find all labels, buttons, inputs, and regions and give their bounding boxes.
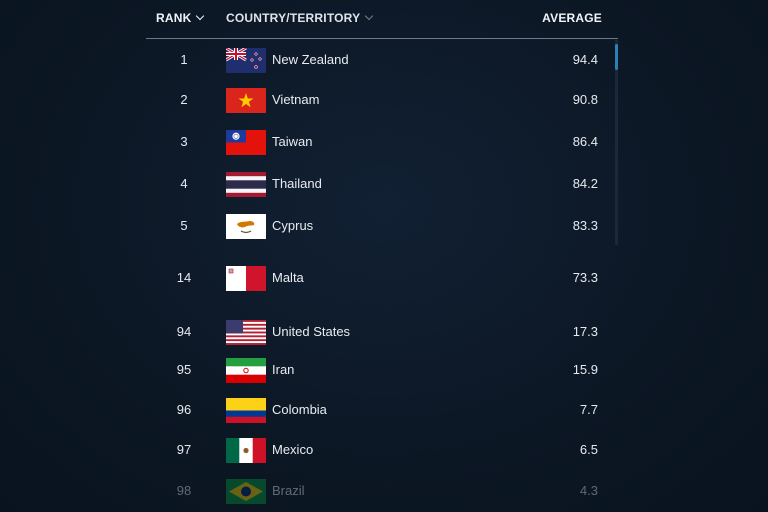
rank-cell: 94 [176, 324, 192, 339]
chevron-down-icon [196, 11, 205, 21]
mexico-flag-icon [226, 438, 266, 463]
country-name: Vietnam [272, 92, 320, 107]
ranking-table: RANK COUNTRY/TERRITORY AVERAGE 1 [146, 0, 618, 512]
average-sort-button[interactable]: AVERAGE [542, 11, 602, 25]
average-cell: 83.3 [572, 218, 598, 233]
average-cell: 6.5 [579, 442, 598, 457]
average-cell: 15.9 [572, 362, 598, 377]
table-row[interactable]: 3 Taiwan 86.4 [146, 128, 618, 158]
table-header: RANK COUNTRY/TERRITORY AVERAGE [146, 0, 618, 39]
country-header-label: COUNTRY/TERRITORY [226, 11, 361, 25]
country-name: Malta [272, 270, 304, 285]
country-name: Cyprus [272, 218, 314, 233]
average-cell: 86.4 [572, 134, 598, 149]
average-cell: 4.3 [579, 483, 598, 498]
rank-cell: 5 [180, 218, 188, 233]
table-row[interactable]: 98 Brazil 4.3 [146, 477, 618, 507]
average-cell: 90.8 [572, 92, 598, 107]
rank-cell: 2 [180, 92, 188, 107]
rank-cell: 4 [180, 176, 188, 191]
country-name: United States [272, 324, 351, 339]
vietnam-flag-icon [226, 88, 266, 113]
country-name: Taiwan [272, 134, 313, 149]
rank-cell: 14 [176, 270, 192, 285]
country-name: Iran [272, 362, 295, 377]
average-cell: 7.7 [579, 402, 598, 417]
country-sort-button[interactable]: COUNTRY/TERRITORY [226, 11, 374, 25]
brazil-flag-icon [226, 479, 266, 504]
cyprus-flag-icon [226, 214, 266, 239]
average-cell: 94.4 [572, 52, 598, 67]
average-cell: 17.3 [572, 324, 598, 339]
iran-flag-icon [226, 358, 266, 383]
country-name: Thailand [272, 176, 322, 191]
taiwan-flag-icon [226, 130, 266, 155]
table-row[interactable]: 1 New Ze [146, 46, 618, 76]
rank-cell: 3 [180, 134, 188, 149]
table-row[interactable]: 95 Iran 15.9 [146, 356, 618, 386]
average-header-label: AVERAGE [542, 11, 602, 25]
average-cell: 84.2 [572, 176, 598, 191]
table-row[interactable]: 94 United States 17.3 [146, 318, 618, 348]
average-cell: 73.3 [572, 270, 598, 285]
rank-header-label: RANK [156, 11, 192, 25]
rank-cell: 95 [176, 362, 192, 377]
scrollbar[interactable] [615, 40, 618, 245]
rank-cell: 1 [180, 52, 188, 67]
rank-sort-button[interactable]: RANK [156, 11, 205, 25]
new-zealand-flag-icon [226, 48, 266, 73]
table-row[interactable]: 2 Vietnam 90.8 [146, 86, 618, 116]
country-name: Brazil [272, 483, 305, 498]
rank-cell: 96 [176, 402, 192, 417]
chevron-down-icon [365, 11, 374, 21]
country-name: New Zealand [272, 52, 349, 67]
table-row[interactable]: 97 Mexico 6.5 [146, 436, 618, 466]
table-row[interactable]: 4 Thailand 84.2 [146, 170, 618, 200]
rank-cell: 97 [176, 442, 192, 457]
table-row[interactable]: 5 Cyprus 83.3 [146, 212, 618, 242]
united-states-flag-icon [226, 320, 266, 345]
country-name: Mexico [272, 442, 314, 457]
country-name: Colombia [272, 402, 327, 417]
scrollbar-thumb[interactable] [615, 44, 618, 70]
table-row[interactable]: 96 Colombia 7.7 [146, 396, 618, 426]
malta-flag-icon [226, 266, 266, 291]
table-row[interactable]: 14 Malta 73.3 [146, 264, 618, 294]
rank-cell: 98 [176, 483, 192, 498]
colombia-flag-icon [226, 398, 266, 423]
thailand-flag-icon [226, 172, 266, 197]
